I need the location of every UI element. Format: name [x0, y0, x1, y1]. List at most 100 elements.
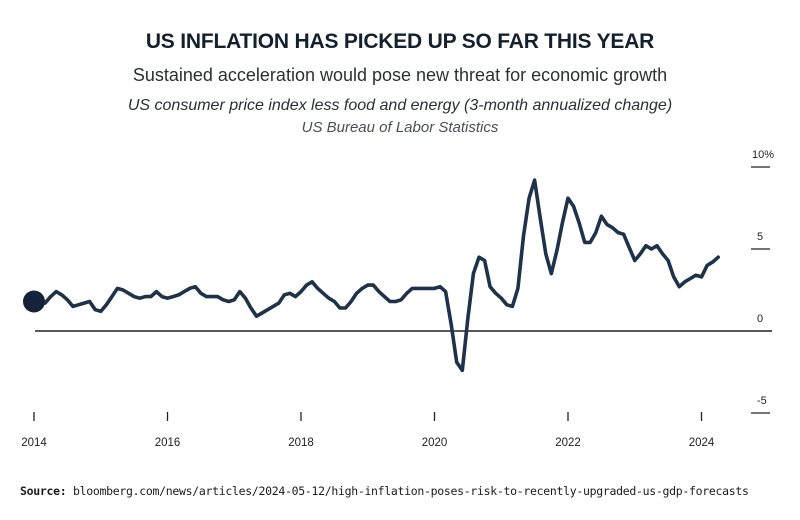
data-point — [655, 244, 659, 248]
data-point — [694, 273, 698, 277]
data-point — [544, 252, 548, 256]
data-point — [221, 298, 225, 302]
data-point — [438, 285, 442, 289]
data-point — [633, 259, 637, 263]
data-point — [572, 205, 576, 209]
data-point — [505, 303, 509, 307]
data-point — [205, 295, 209, 299]
data-point — [344, 306, 348, 310]
data-point — [622, 232, 626, 236]
x-tick-label: 2022 — [555, 437, 581, 449]
start-marker — [23, 290, 45, 313]
data-point — [516, 287, 520, 291]
data-point — [650, 247, 654, 251]
data-point — [99, 310, 103, 314]
data-point — [427, 287, 431, 291]
data-point — [672, 275, 676, 279]
data-point — [160, 295, 164, 299]
x-tick-label: 2016 — [155, 437, 181, 449]
data-point — [550, 272, 554, 276]
data-point — [555, 249, 559, 253]
data-point — [299, 290, 303, 294]
data-point — [472, 272, 476, 276]
data-point — [216, 295, 220, 299]
source-url[interactable]: bloomberg.com/news/articles/2024-05-12/h… — [73, 484, 749, 498]
data-point — [644, 244, 648, 248]
data-point — [260, 311, 264, 315]
data-point — [511, 305, 515, 309]
data-point — [449, 323, 453, 327]
data-point — [277, 301, 281, 305]
data-point — [77, 303, 81, 307]
data-point — [105, 303, 109, 307]
data-point — [583, 241, 587, 245]
y-tick-label: 5 — [757, 231, 763, 243]
data-point — [283, 293, 287, 297]
data-point — [210, 295, 214, 299]
data-point — [266, 308, 270, 312]
data-point — [377, 290, 381, 294]
data-point — [349, 300, 353, 304]
series-line — [32, 178, 720, 373]
chart-description: US consumer price index less food and en… — [127, 97, 673, 114]
data-point — [138, 296, 142, 300]
data-point — [488, 285, 492, 289]
y-tick-label: -5 — [757, 395, 767, 407]
data-point — [82, 301, 86, 305]
data-source-label: US Bureau of Labor Statistics — [301, 119, 499, 136]
data-point — [49, 295, 53, 299]
series-group — [23, 178, 720, 373]
data-point — [310, 280, 314, 284]
data-point — [388, 300, 392, 304]
data-point — [399, 298, 403, 302]
data-point — [705, 264, 709, 268]
data-point — [700, 275, 704, 279]
data-point — [711, 260, 715, 264]
data-point — [333, 300, 337, 304]
data-point — [166, 296, 170, 300]
data-point — [321, 292, 325, 296]
data-point — [121, 288, 125, 292]
data-point — [88, 300, 92, 304]
data-point — [294, 295, 298, 299]
data-point — [188, 287, 192, 291]
data-point — [689, 277, 693, 281]
data-point — [678, 285, 682, 289]
y-tick-label: 10% — [752, 149, 774, 161]
data-point — [577, 221, 581, 225]
x-axis: 2014 2016 2018 2020 2022 2024 — [21, 412, 715, 449]
data-point — [171, 295, 175, 299]
data-point — [149, 295, 153, 299]
data-point — [93, 308, 97, 312]
data-point — [372, 283, 376, 287]
data-point — [238, 290, 242, 294]
data-point — [494, 292, 498, 296]
data-point — [566, 196, 570, 200]
data-point — [661, 252, 665, 256]
data-point — [411, 287, 415, 291]
data-point — [600, 214, 604, 218]
x-tick-label: 2024 — [689, 437, 715, 449]
data-point — [255, 314, 259, 318]
data-point — [360, 287, 364, 291]
data-point — [383, 295, 387, 299]
source-label: Source: — [20, 484, 67, 498]
data-point — [338, 306, 342, 310]
x-tick-label: 2014 — [21, 437, 47, 449]
data-point — [194, 285, 198, 289]
data-point — [305, 283, 309, 287]
y-tick-label: 0 — [757, 313, 763, 325]
data-point — [639, 252, 643, 256]
data-point — [433, 287, 437, 291]
data-point — [144, 295, 148, 299]
data-point — [538, 216, 542, 220]
chart-subtitle: Sustained acceleration would pose new th… — [132, 65, 668, 85]
data-point — [627, 246, 631, 250]
chart-title: US INFLATION HAS PICKED UP SO FAR THIS Y… — [145, 30, 655, 53]
data-point — [60, 293, 64, 297]
data-point — [611, 226, 615, 230]
data-point — [616, 231, 620, 235]
data-point — [716, 255, 720, 259]
data-point — [405, 292, 409, 296]
